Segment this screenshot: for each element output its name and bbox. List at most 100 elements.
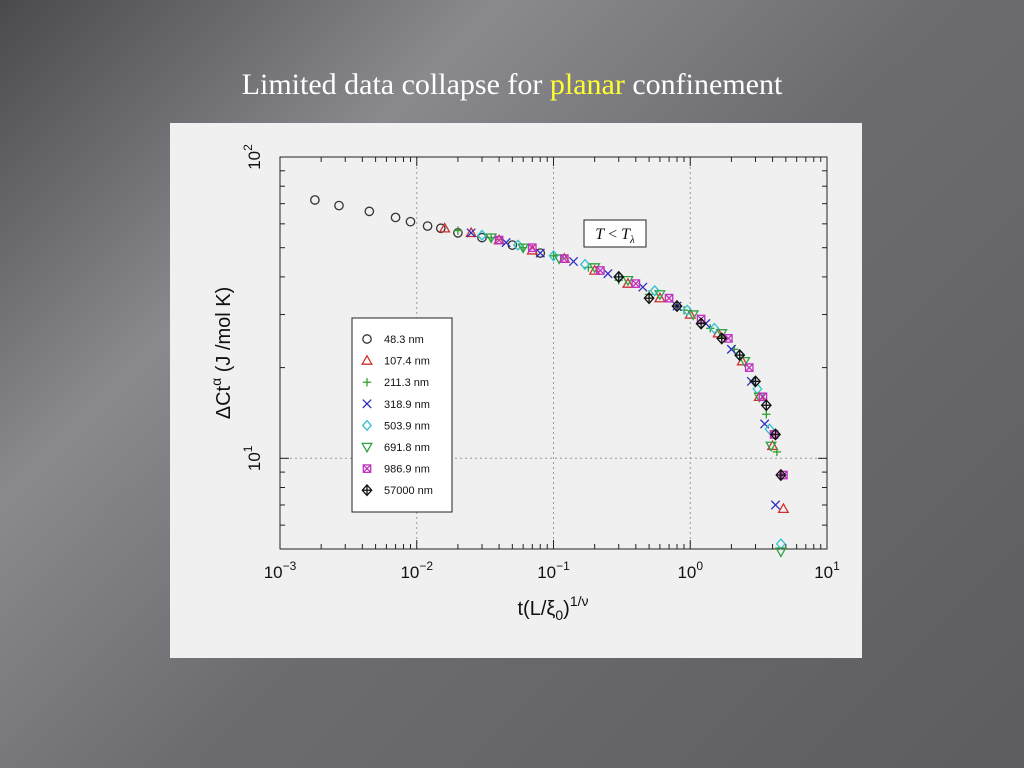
condition-annotation: T < Tλ bbox=[583, 219, 647, 248]
data-point bbox=[476, 229, 488, 242]
data-point bbox=[769, 428, 782, 441]
legend: 48.3 nm 107.4 nm 211.3 nm 318.9 nm 503.9 nm 6… bbox=[351, 317, 453, 513]
title-text-before: Limited data collapse for bbox=[241, 68, 550, 101]
data-point bbox=[682, 304, 693, 317]
data-point bbox=[485, 233, 498, 244]
x-tick-label: 100 bbox=[677, 559, 703, 582]
data-point bbox=[595, 266, 605, 275]
data-point bbox=[548, 250, 559, 262]
data-point bbox=[465, 226, 478, 238]
series-691-8-nm bbox=[485, 233, 787, 558]
data-point bbox=[671, 299, 683, 313]
x-axis-label: t(L/ξ0)1/ν bbox=[517, 593, 588, 623]
legend-entry: 48.3 nm bbox=[362, 334, 424, 346]
data-point bbox=[653, 290, 666, 301]
data-point bbox=[715, 329, 728, 340]
scatter-chart: 10−3 10−2 10−1 100 101 101 102 t(L/ξ0)1/ν ΔCt… bbox=[208, 144, 840, 623]
data-point bbox=[621, 275, 634, 287]
data-point bbox=[613, 270, 625, 284]
data-point bbox=[744, 363, 754, 372]
legend-marker bbox=[361, 442, 373, 454]
axis-ticks bbox=[279, 156, 828, 550]
data-point bbox=[579, 258, 591, 271]
legend-label: 211.3 nm bbox=[384, 377, 429, 389]
annotation-text: T < Tλ bbox=[595, 226, 635, 246]
legend-label: 57000 nm bbox=[384, 485, 433, 497]
legend-label: 318.9 nm bbox=[384, 399, 430, 411]
data-point bbox=[535, 248, 545, 258]
data-point bbox=[726, 344, 737, 354]
legend-marker bbox=[361, 484, 373, 497]
data-point bbox=[709, 322, 720, 335]
y-tick-label: 101 bbox=[241, 445, 264, 471]
legend-label: 48.3 nm bbox=[384, 334, 424, 346]
data-point bbox=[687, 310, 700, 321]
data-point bbox=[631, 279, 641, 288]
data-point bbox=[770, 500, 781, 510]
legend-label: 503.9 nm bbox=[384, 420, 430, 432]
data-point bbox=[766, 439, 779, 451]
x-tick-label: 101 bbox=[814, 559, 840, 582]
data-point bbox=[774, 547, 787, 558]
series-318-9-nm bbox=[466, 228, 781, 510]
data-point bbox=[764, 423, 775, 435]
data-point bbox=[738, 356, 751, 368]
legend-marker bbox=[361, 354, 373, 365]
data-point bbox=[517, 243, 530, 254]
data-point bbox=[749, 375, 762, 388]
series-48-3-nm bbox=[310, 195, 546, 258]
legend-entry: 211.3 nm bbox=[362, 377, 429, 389]
legend-box bbox=[351, 317, 453, 513]
title-text-after: confinement bbox=[624, 68, 783, 101]
y-tick-labels: 101 102 bbox=[241, 144, 264, 471]
y-axis-label: ΔCtα (J /mol K) bbox=[208, 287, 235, 420]
y-tick-label: 102 bbox=[241, 144, 264, 170]
data-point bbox=[777, 502, 790, 514]
data-point bbox=[438, 222, 451, 233]
data-point bbox=[653, 292, 666, 303]
legend-label: 986.9 nm bbox=[384, 464, 430, 476]
legend-entry: 318.9 nm bbox=[362, 399, 430, 411]
x-tick-label: 10−1 bbox=[537, 559, 570, 582]
data-point bbox=[568, 256, 579, 267]
x-tick-label: 10−2 bbox=[400, 559, 433, 582]
data-point bbox=[762, 410, 771, 419]
data-point bbox=[477, 232, 487, 243]
data-point bbox=[405, 216, 416, 227]
data-point bbox=[453, 226, 463, 235]
series-211-3-nm bbox=[453, 226, 782, 457]
data-point bbox=[364, 206, 375, 217]
title-highlight-word: planar bbox=[549, 68, 625, 101]
series-57000-nm bbox=[613, 270, 787, 482]
data-point bbox=[664, 293, 674, 303]
data-point bbox=[422, 221, 433, 231]
data-point bbox=[765, 441, 777, 452]
legend-label: 691.8 nm bbox=[384, 442, 430, 454]
annotation-box bbox=[583, 219, 647, 248]
data-point bbox=[775, 538, 786, 550]
legend-entry: 107.4 nm bbox=[361, 354, 430, 368]
data-point bbox=[603, 269, 613, 279]
data-point bbox=[494, 235, 504, 245]
series-107-4-nm bbox=[438, 222, 790, 514]
legend-marker bbox=[362, 399, 372, 409]
data-point bbox=[649, 284, 660, 297]
legend-entry: 986.9 nm bbox=[362, 464, 430, 476]
legend-marker bbox=[362, 464, 372, 473]
data-point bbox=[758, 392, 768, 402]
data-point bbox=[621, 277, 634, 288]
legend-entry: 691.8 nm bbox=[361, 442, 430, 454]
data-point bbox=[553, 254, 566, 265]
figure-panel: 10−3 10−2 10−1 100 101 101 102 t(L/ξ0)1/ν ΔCt… bbox=[170, 123, 862, 658]
legend-marker bbox=[362, 334, 372, 344]
data-point bbox=[466, 228, 476, 238]
data-point bbox=[527, 243, 537, 253]
data-point bbox=[760, 399, 772, 412]
legend-label: 107.4 nm bbox=[384, 356, 430, 368]
data-point bbox=[734, 348, 746, 362]
legend-marker bbox=[362, 378, 372, 387]
slide-title: Limited data collapse for planar confine… bbox=[0, 68, 1024, 102]
data-point bbox=[390, 212, 401, 223]
x-tick-label: 10−3 bbox=[264, 559, 297, 582]
data-markers bbox=[310, 195, 790, 558]
